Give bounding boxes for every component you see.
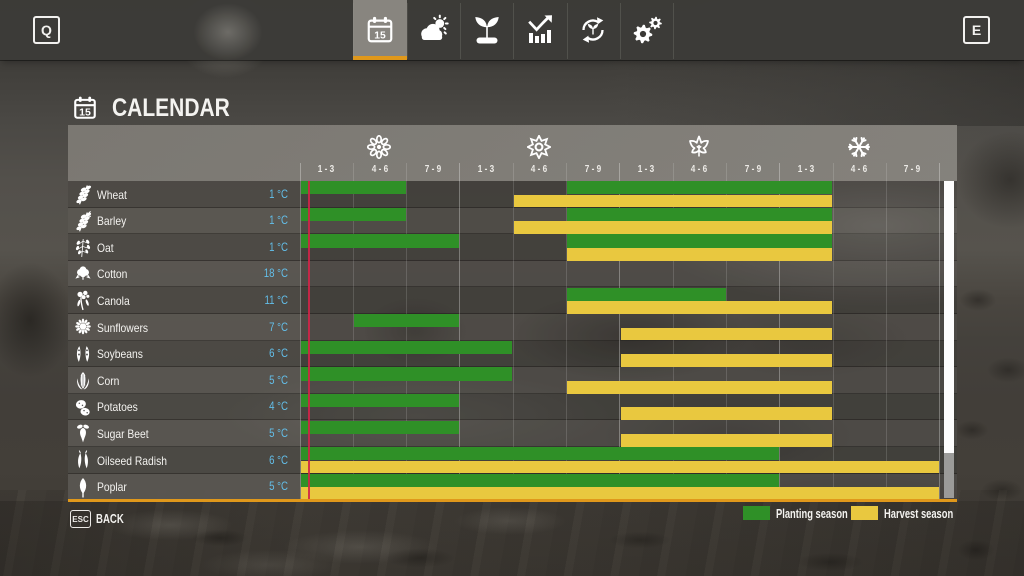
svg-text:15: 15 xyxy=(79,106,91,118)
svg-text:15: 15 xyxy=(374,30,386,41)
